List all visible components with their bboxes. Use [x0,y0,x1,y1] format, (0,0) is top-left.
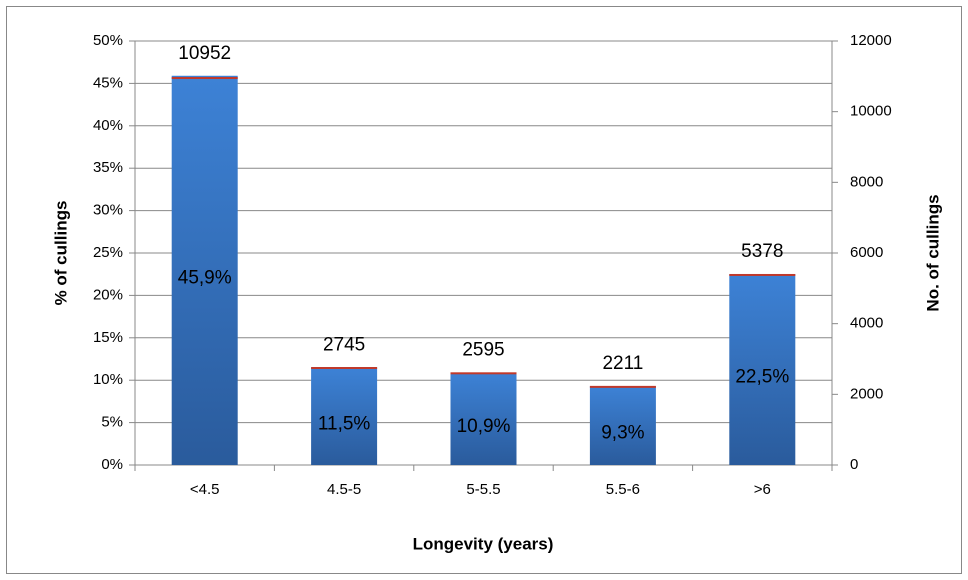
y2-tick-label: 2000 [850,385,883,402]
bar [450,372,517,465]
count-label: 10952 [178,43,231,64]
x-tick-label: >6 [754,481,771,498]
count-marker [311,367,378,370]
chart-border [6,6,962,574]
count-marker [729,273,796,276]
y-tick-label: 40% [93,117,123,134]
data-label: 45,9% [178,267,232,288]
data-label: 11,5% [318,413,371,434]
data-label: 10,9% [457,416,511,437]
y-tick-label: 10% [93,371,123,388]
y-tick-label: 35% [93,159,123,176]
count-marker [171,77,238,80]
count-marker [589,385,656,388]
x-tick-label: 5.5-6 [606,481,640,498]
count-label: 5378 [741,241,783,262]
bar [729,274,796,465]
x-tick-label: 5-5.5 [466,481,500,498]
x-axis-title: Longevity (years) [413,534,554,553]
bar [589,386,656,465]
x-tick-label: 4.5-5 [327,481,361,498]
y2-axis-title: No. of cullings [923,194,942,311]
y2-tick-label: 10000 [850,103,892,120]
data-label: 9,3% [601,423,644,444]
y-tick-label: 15% [93,329,123,346]
count-label: 2211 [602,353,643,374]
x-tick-label: <4.5 [190,481,220,498]
y2-tick-label: 12000 [850,32,892,49]
count-marker [450,372,517,375]
y-tick-label: 0% [101,456,123,473]
y-tick-label: 50% [93,32,123,49]
y-tick-label: 5% [101,414,123,431]
y-tick-label: 45% [93,74,123,91]
y2-tick-label: 8000 [850,173,883,190]
y-tick-label: 25% [93,244,123,261]
y2-tick-label: 0 [850,456,858,473]
y2-tick-label: 4000 [850,315,883,332]
y-tick-label: 20% [93,286,123,303]
bar [171,75,238,465]
y-axis-title: % of cullings [51,201,70,306]
y2-tick-label: 6000 [850,244,883,261]
data-label: 22,5% [735,367,789,388]
count-label: 2595 [462,340,504,361]
count-label: 2745 [323,334,365,355]
y-tick-label: 30% [93,202,123,219]
bar [311,367,378,465]
